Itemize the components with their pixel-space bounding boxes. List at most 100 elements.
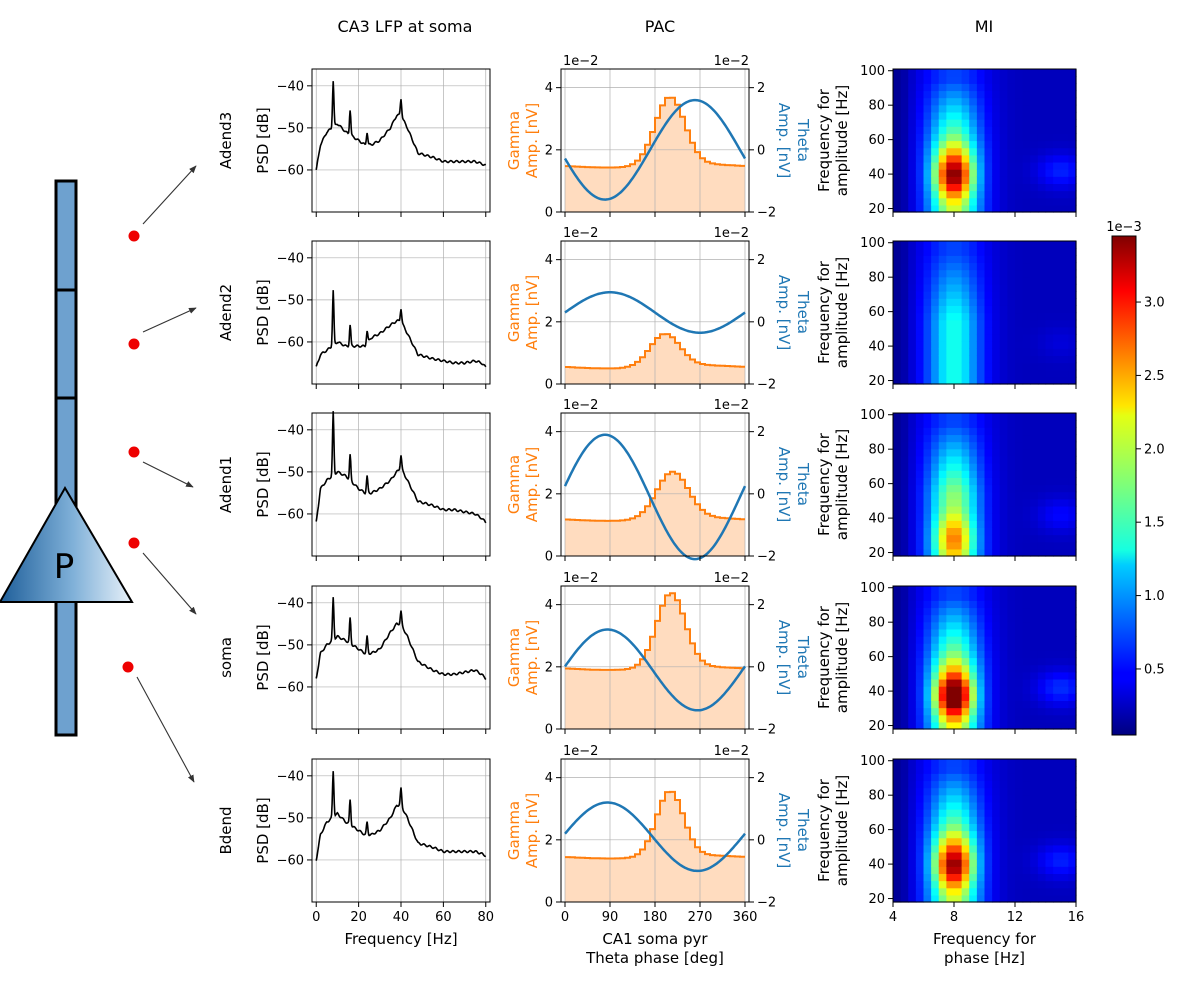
mi-heatmap-cell [1068,621,1077,630]
mi-heatmap-cell [1015,448,1024,457]
mi-heatmap-cell [999,614,1008,623]
mi-heatmap-cell [1060,593,1069,601]
mi-heatmap-cell [938,873,947,882]
mi-heatmap-cell [1053,498,1062,507]
mi-heatmap-cell [938,362,947,371]
mi-heatmap-cell [915,643,925,651]
mi-heatmap-cell [1007,520,1016,528]
mi-heatmap-cell [1045,448,1054,457]
mi-heatmap-cell [915,714,925,723]
mi-heatmap-cell [954,441,963,450]
mi-heatmap-cell [931,766,940,774]
mi-heatmap-cell [1030,470,1039,478]
mi-heatmap-cell [999,161,1008,170]
mi-heatmap-cell [1045,69,1054,77]
mi-ylabel2: amplitude [Hz] [833,429,851,540]
mi-heatmap-cell [1068,794,1077,803]
mi-heatmap-cell [1037,276,1047,285]
mi-heatmap-cell [984,298,993,306]
mi-heatmap-cell [992,147,1001,156]
mi-heatmap-cell [915,794,925,803]
mi-heatmap-cell [984,147,993,156]
mi-heatmap-cell [984,369,993,378]
mi-heatmap-cell [1060,859,1069,867]
mi-heatmap-cell [908,312,917,321]
mi-heatmap-cell [1060,600,1069,609]
mi-heatmap-cell [938,880,947,889]
pac-left-scale: 1e−2 [563,571,598,586]
mi-heatmap-cell [999,844,1008,853]
mi-heatmap-cell [999,700,1008,709]
mi-heatmap-cell [915,276,925,285]
mi-heatmap-cell [900,527,909,536]
mi-heatmap-cell [900,541,909,550]
pac-right-scale: 1e−2 [714,398,749,413]
mi-heatmap-cell [961,593,970,601]
mi-heatmap-cell [984,873,993,882]
pac-xtick-label: 90 [602,910,619,925]
mi-heatmap-cell [1007,830,1016,839]
mi-heatmap-cell [954,721,963,730]
psd-ytick-label: −50 [277,121,304,136]
mi-heatmap-cell [976,133,986,142]
mi-heatmap-cell [976,636,986,644]
mi-heatmap-cell [931,894,940,903]
mi-heatmap-cell [900,133,909,142]
mi-heatmap-cell [976,664,986,673]
mi-heatmap-cell [938,90,947,99]
mi-heatmap-cell [1030,859,1039,867]
mi-heatmap-cell [1068,534,1077,543]
mi-heatmap-cell [1022,866,1031,874]
mi-heatmap-cell [992,650,1001,659]
mi-heatmap-cell [908,319,917,328]
mi-heatmap-cell [915,844,925,853]
mi-heatmap-cell [938,759,947,767]
mi-heatmap-cell [961,147,970,156]
mi-heatmap-cell [1037,650,1047,659]
mi-heatmap-cell [915,319,925,328]
mi-heatmap-cell [1060,759,1069,767]
mi-heatmap-cell [923,498,932,507]
mi-heatmap-cell [908,197,917,206]
mi-heatmap-cell [1053,887,1062,896]
mi-heatmap-cell [1030,255,1039,264]
mi-heatmap-cell [1015,830,1024,839]
mi-heatmap-cell [969,154,978,163]
mi-heatmap-cell [1030,693,1039,701]
mi-heatmap-cell [1030,700,1039,709]
mi-heatmap-cell [938,413,947,421]
mi-heatmap-cell [1045,794,1054,803]
mi-heatmap-cell [976,650,986,659]
mi-heatmap-cell [923,664,932,673]
mi-heatmap-cell [915,491,925,500]
mi-heatmap-cell [1022,133,1031,142]
mi-heatmap-cell [1037,859,1047,867]
mi-heatmap-cell [1015,650,1024,659]
mi-heatmap-cell [915,700,925,709]
mi-heatmap-cell [1045,126,1054,134]
mi-heatmap-cell [938,894,947,903]
mi-heatmap-cell [1037,83,1047,92]
mi-ytick-label: 100 [860,236,885,251]
mi-heatmap-cell [923,248,932,256]
mi-heatmap-cell [954,816,963,824]
mi-heatmap-cell [938,693,947,701]
mi-heatmap-cell [1022,773,1031,782]
mi-heatmap-cell [1015,880,1024,889]
mi-heatmap-cell [976,262,986,271]
psd-xlabel: Frequency [Hz] [344,930,457,948]
mi-heatmap-cell [961,809,970,817]
mi-heatmap-cell [1053,484,1062,493]
mi-heatmap-cell [893,427,902,436]
mi-heatmap-cell [954,126,963,134]
mi-heatmap-cell [1053,427,1062,436]
mi-heatmap-cell [961,844,970,853]
mi-heatmap-cell [976,248,986,256]
mi-heatmap-cell [900,269,909,278]
mi-heatmap-cell [984,678,993,687]
mi-heatmap-cell [915,586,925,594]
mi-heatmap-cell [1060,298,1069,306]
mi-heatmap-cell [1022,873,1031,882]
mi-heatmap-cell [1037,866,1047,874]
mi-heatmap-cell [976,801,986,810]
